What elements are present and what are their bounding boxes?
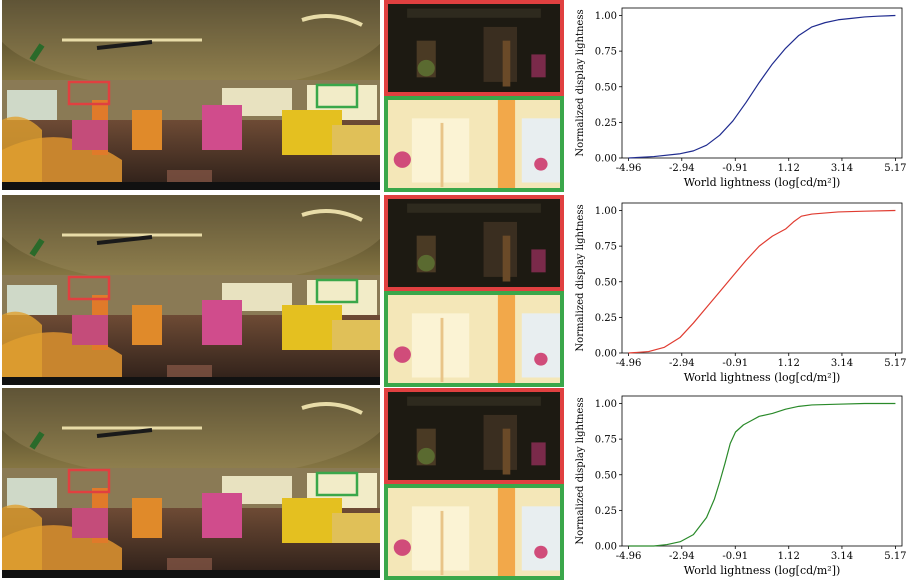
x-tick-label: 5.17 <box>884 358 906 369</box>
panorama-image <box>2 195 380 385</box>
y-tick-label: 0.50 <box>595 277 617 288</box>
y-tick-label: 0.25 <box>595 313 617 324</box>
x-tick-label: 3.14 <box>831 163 853 174</box>
bright-crop-image <box>384 96 564 192</box>
dark-crop-image <box>384 195 564 291</box>
x-tick-label: -0.91 <box>722 551 748 562</box>
y-tick-label: 0.00 <box>595 349 617 360</box>
x-tick-label: -4.96 <box>616 358 642 369</box>
y-axis-label: Normalized display lightness <box>575 204 586 351</box>
x-tick-label: 5.17 <box>884 551 906 562</box>
panorama-image <box>2 388 380 578</box>
y-tick-label: 1.00 <box>595 399 617 410</box>
x-tick-label: -4.96 <box>616 551 642 562</box>
x-tick-label: 1.12 <box>778 163 800 174</box>
y-tick-label: 0.50 <box>595 82 617 93</box>
y-axis-label: Normalized display lightness <box>575 397 586 544</box>
x-tick-label: 1.12 <box>778 358 800 369</box>
row-1: -4.96 -2.94 -0.91 1.12 3.14 5.17 0.00 0.25 0.50 0… <box>0 0 911 193</box>
x-tick-label: 5.17 <box>884 163 906 174</box>
y-tick-label: 0.50 <box>595 470 617 481</box>
x-axis-label: World lightness (log[cd/m²]) <box>684 176 841 189</box>
plot-frame <box>621 395 903 547</box>
y-tick-label: 0.75 <box>595 435 617 446</box>
x-tick-label: -0.91 <box>722 358 748 369</box>
plot-frame <box>621 7 903 159</box>
red-region-box <box>67 275 111 301</box>
bright-crop-image <box>384 484 564 580</box>
y-tick-label: 0.75 <box>595 47 617 58</box>
x-tick-label: -2.94 <box>669 551 695 562</box>
x-tick-label: -2.94 <box>669 358 695 369</box>
y-axis-label: Normalized display lightness <box>575 9 586 156</box>
x-tick-label: -0.91 <box>722 163 748 174</box>
green-region-box <box>315 83 359 109</box>
y-tick-label: 0.00 <box>595 542 617 553</box>
tone-curve-chart-2: -4.96 -2.94 -0.91 1.12 3.14 5.17 0.00 0.25 0.50 0… <box>572 195 911 388</box>
x-tick-label: 3.14 <box>831 358 853 369</box>
green-region-box <box>315 471 359 497</box>
x-axis-label: World lightness (log[cd/m²]) <box>684 371 841 384</box>
dark-crop-image <box>384 388 564 484</box>
x-axis-label: World lightness (log[cd/m²]) <box>684 564 841 577</box>
tone-curve-line <box>628 402 896 547</box>
row-2: -4.96 -2.94 -0.91 1.12 3.14 5.17 0.00 0.25 0.50 0… <box>0 195 911 388</box>
y-tick-label: 0.75 <box>595 242 617 253</box>
x-tick-label: 1.12 <box>778 551 800 562</box>
x-tick-label: -2.94 <box>669 163 695 174</box>
plot-frame <box>621 202 903 354</box>
x-tick-label: 3.14 <box>831 551 853 562</box>
y-tick-label: 0.00 <box>595 154 617 165</box>
row-3: -4.96 -2.94 -0.91 1.12 3.14 5.17 0.00 0.25 0.50 0… <box>0 388 911 581</box>
bright-crop-image <box>384 291 564 387</box>
red-region-box <box>67 80 111 106</box>
y-tick-label: 0.25 <box>595 118 617 129</box>
x-tick-label: -4.96 <box>616 163 642 174</box>
panorama-image <box>2 0 380 190</box>
tone-curve-chart-1: -4.96 -2.94 -0.91 1.12 3.14 5.17 0.00 0.25 0.50 0… <box>572 0 911 193</box>
green-region-box <box>315 278 359 304</box>
y-tick-label: 1.00 <box>595 206 617 217</box>
red-region-box <box>67 468 111 494</box>
tone-curve-chart-3: -4.96 -2.94 -0.91 1.12 3.14 5.17 0.00 0.25 0.50 0… <box>572 388 911 581</box>
tone-curve-line <box>628 14 896 159</box>
y-tick-label: 1.00 <box>595 11 617 22</box>
dark-crop-image <box>384 0 564 96</box>
tone-curve-line <box>628 209 896 354</box>
y-tick-label: 0.25 <box>595 506 617 517</box>
